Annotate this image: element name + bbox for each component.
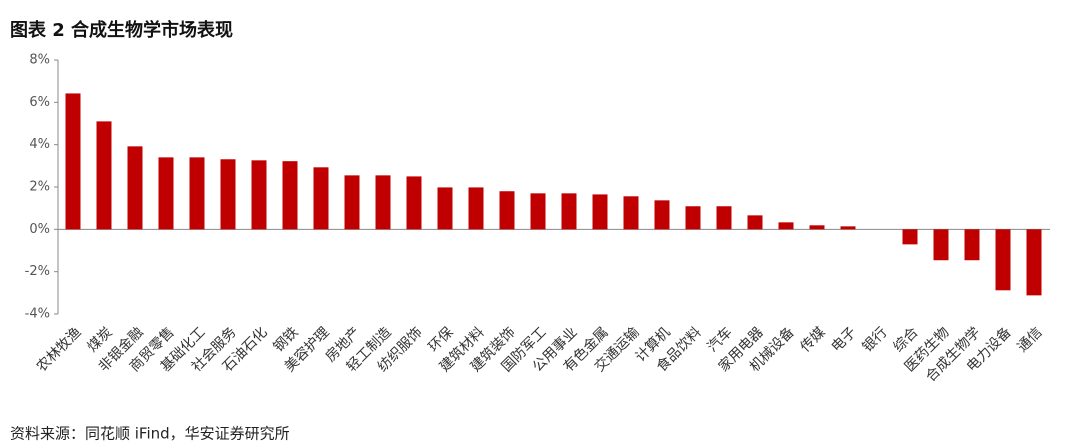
source-note: 资料来源：同花顺 iFind，华安证券研究所 <box>10 425 290 443</box>
y-tick-label: 8% <box>29 53 50 68</box>
bar <box>313 167 329 230</box>
chart-title: 图表 2 合成生物学市场表现 <box>10 19 233 41</box>
bar <box>933 229 949 261</box>
y-tick-label: 6% <box>29 95 50 110</box>
bar <box>623 196 639 230</box>
bar <box>964 229 980 261</box>
bar <box>189 157 205 230</box>
bar <box>654 200 670 230</box>
bar <box>158 157 174 230</box>
x-tick-label: 银行 <box>860 324 891 355</box>
bar <box>840 226 856 230</box>
bar <box>468 187 484 230</box>
x-tick-label: 通信 <box>1015 324 1046 355</box>
bar <box>65 93 81 230</box>
bar <box>499 191 515 230</box>
bar <box>561 193 577 230</box>
bar <box>995 229 1011 291</box>
bar <box>251 160 267 230</box>
x-tick-label: 农林牧渔 <box>34 324 85 375</box>
bar <box>685 206 701 230</box>
bar <box>716 206 732 230</box>
bar <box>592 194 608 230</box>
x-tick-label: 电子 <box>829 324 860 355</box>
bar <box>96 121 112 230</box>
bar <box>778 222 794 230</box>
bar <box>809 225 825 230</box>
bar <box>437 187 453 230</box>
bar <box>406 176 422 230</box>
x-tick-label: 传媒 <box>798 324 829 355</box>
y-tick-label: 0% <box>29 222 50 237</box>
bar <box>530 193 546 230</box>
bar <box>375 175 391 230</box>
bar <box>220 159 236 230</box>
y-tick-label: -4% <box>25 307 50 322</box>
bar <box>747 215 763 230</box>
bar <box>282 161 298 230</box>
y-tick-label: 4% <box>29 137 50 152</box>
y-tick-label: -2% <box>25 264 50 279</box>
bar <box>1026 229 1042 296</box>
bar <box>127 146 143 230</box>
bar <box>344 175 360 230</box>
bar <box>902 229 918 245</box>
y-tick-label: 2% <box>29 180 50 195</box>
